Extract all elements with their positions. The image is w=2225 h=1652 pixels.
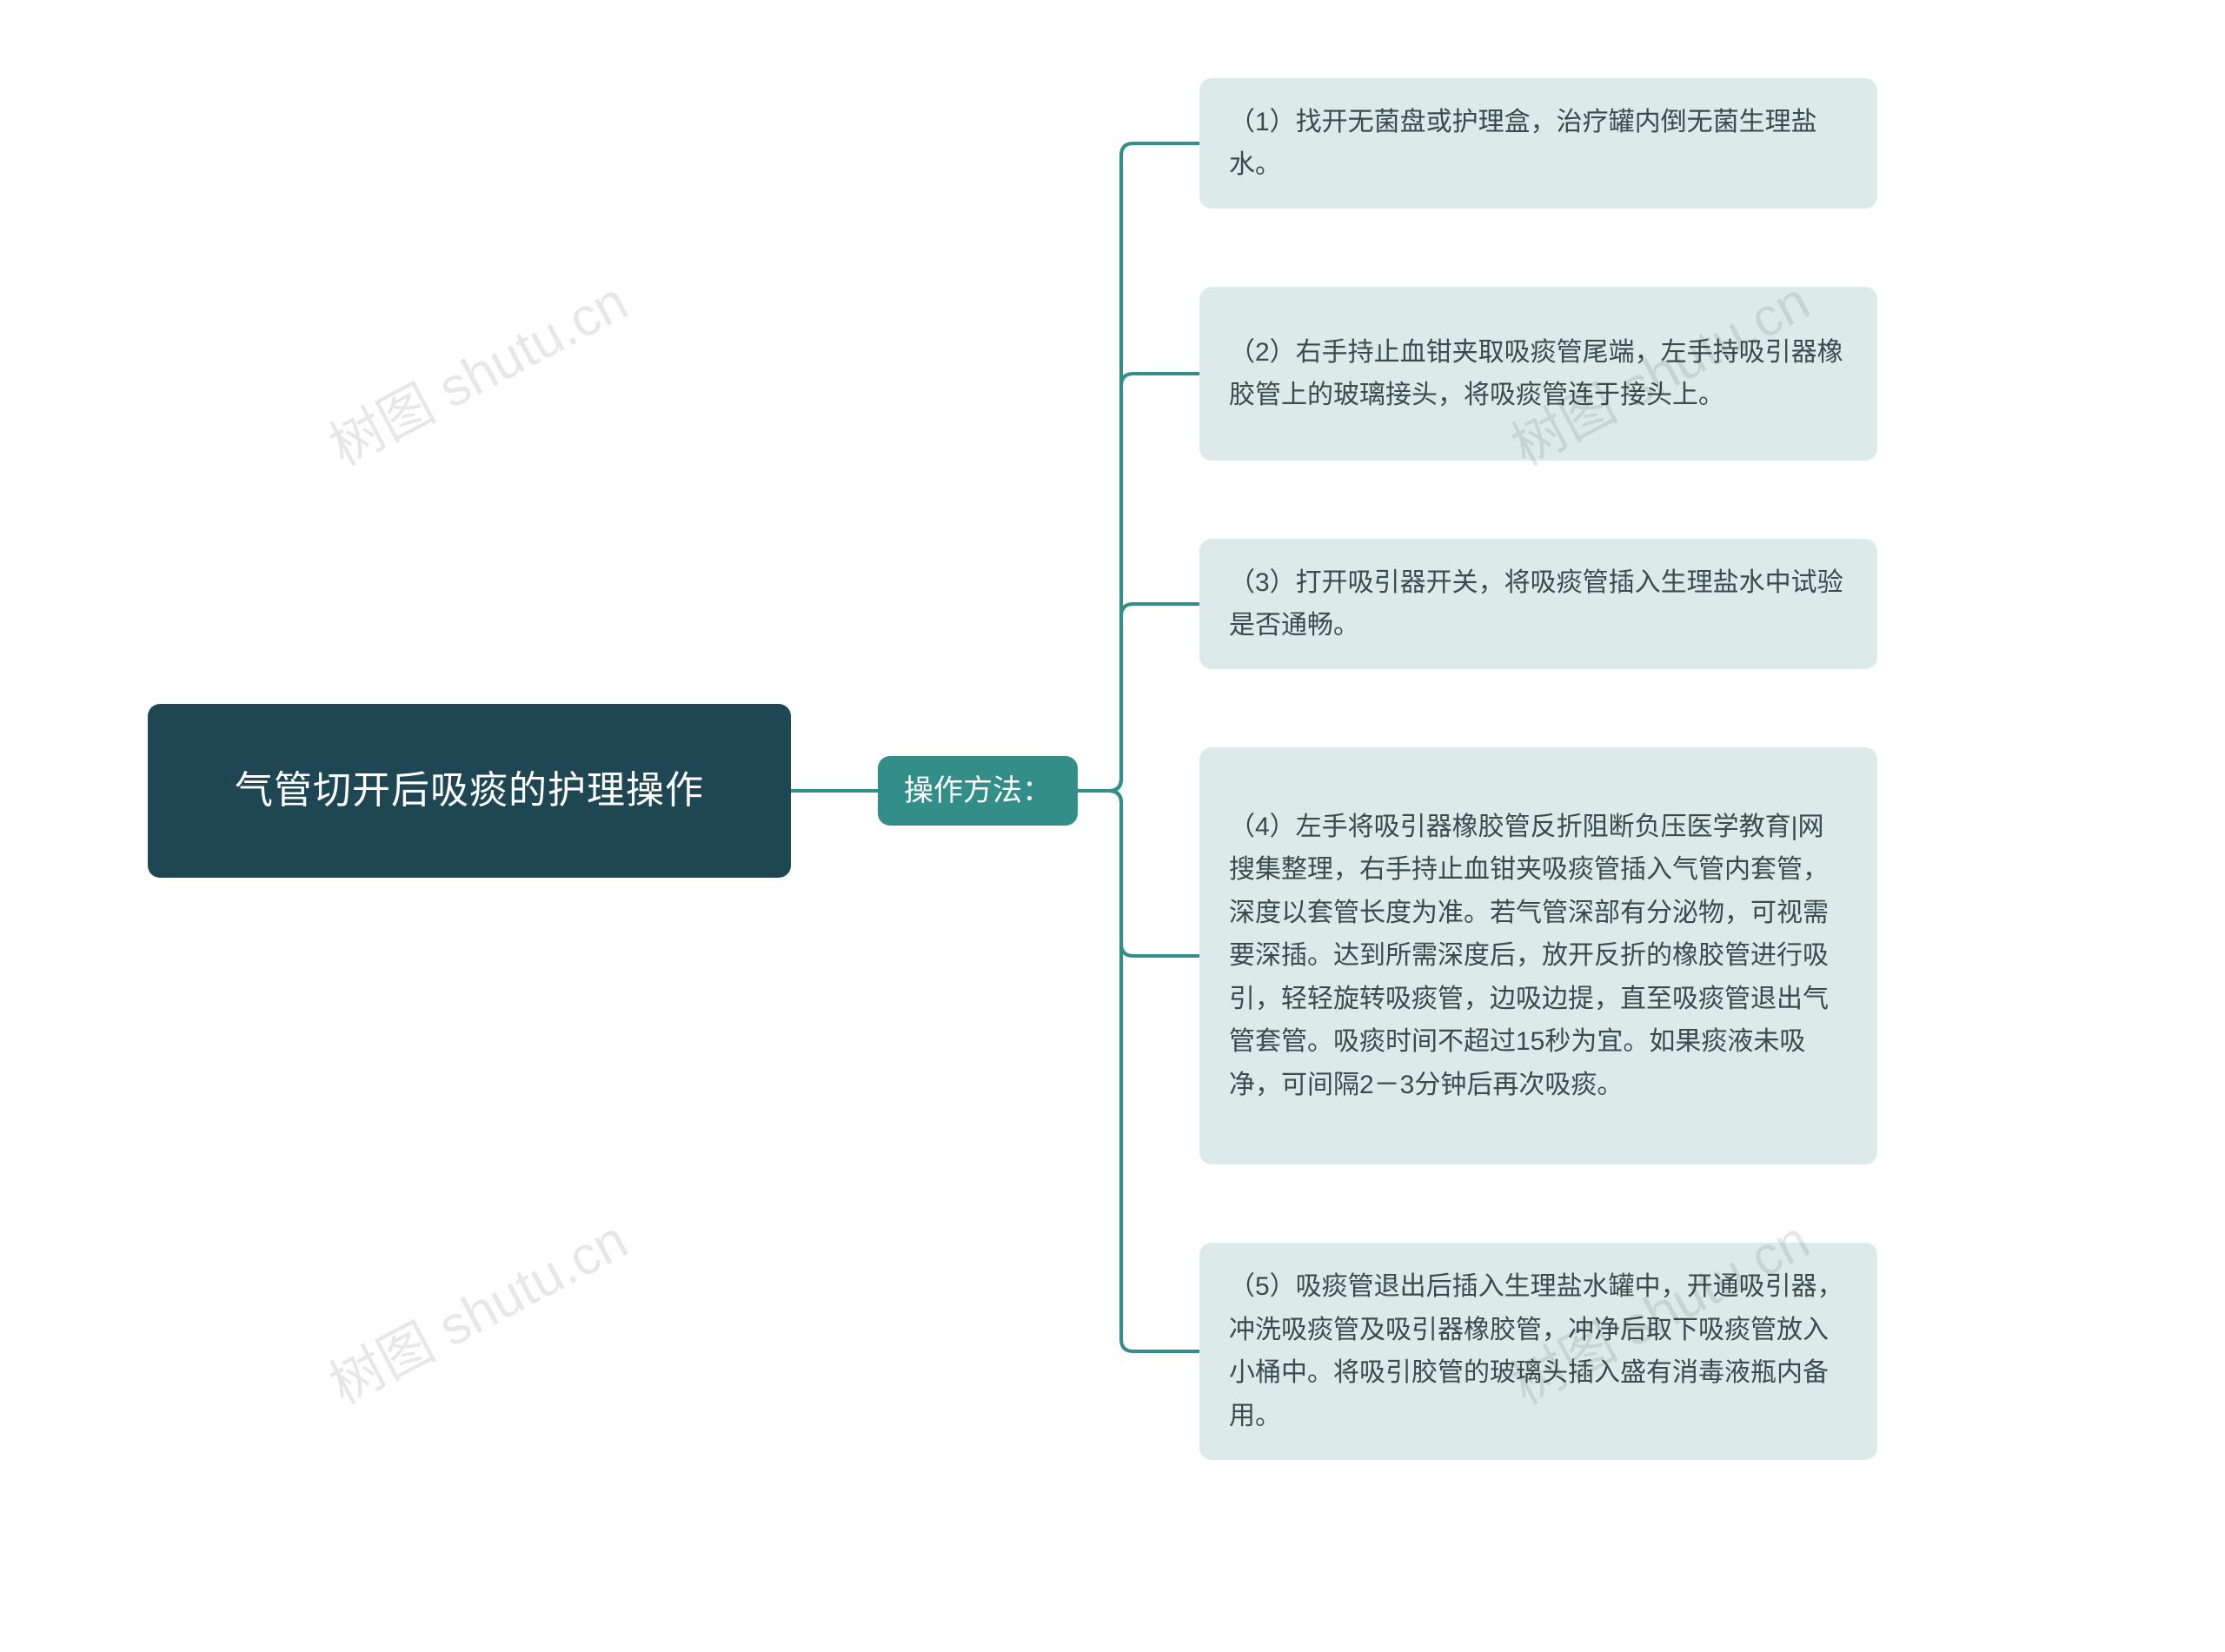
leaf-node[interactable]: （2）右手持止血钳夹取吸痰管尾端，左手持吸引器橡胶管上的玻璃接头，将吸痰管连于接…: [1199, 287, 1877, 461]
leaf-label: （3）打开吸引器开关，将吸痰管插入生理盐水中试验是否通畅。: [1229, 561, 1848, 647]
leaf-node[interactable]: （4）左手将吸引器橡胶管反折阻断负压医学教育|网搜集整理，右手持止血钳夹吸痰管插…: [1199, 747, 1877, 1164]
leaf-label: （1）找开无菌盘或护理盒，治疗罐内倒无菌生理盐水。: [1229, 101, 1848, 187]
leaf-node[interactable]: （3）打开吸引器开关，将吸痰管插入生理盐水中试验是否通畅。: [1199, 539, 1877, 669]
leaf-node[interactable]: （5）吸痰管退出后插入生理盐水罐中，开通吸引器，冲洗吸痰管及吸引器橡胶管，冲净后…: [1199, 1243, 1877, 1460]
mid-label: 操作方法：: [904, 768, 1052, 814]
leaf-label: （2）右手持止血钳夹取吸痰管尾端，左手持吸引器橡胶管上的玻璃接头，将吸痰管连于接…: [1229, 331, 1848, 417]
mid-node[interactable]: 操作方法：: [878, 756, 1078, 826]
root-node[interactable]: 气管切开后吸痰的护理操作: [148, 704, 791, 878]
mindmap-canvas: 气管切开后吸痰的护理操作 操作方法： （1）找开无菌盘或护理盒，治疗罐内倒无菌生…: [0, 0, 2225, 1652]
root-label: 气管切开后吸痰的护理操作: [235, 761, 704, 820]
leaf-label: （4）左手将吸引器橡胶管反折阻断负压医学教育|网搜集整理，右手持止血钳夹吸痰管插…: [1229, 806, 1848, 1107]
watermark: 树图 shutu.cn: [314, 1197, 639, 1419]
leaf-node[interactable]: （1）找开无菌盘或护理盒，治疗罐内倒无菌生理盐水。: [1199, 78, 1877, 209]
watermark: 树图 shutu.cn: [314, 258, 639, 481]
leaf-label: （5）吸痰管退出后插入生理盐水罐中，开通吸引器，冲洗吸痰管及吸引器橡胶管，冲净后…: [1229, 1265, 1848, 1437]
